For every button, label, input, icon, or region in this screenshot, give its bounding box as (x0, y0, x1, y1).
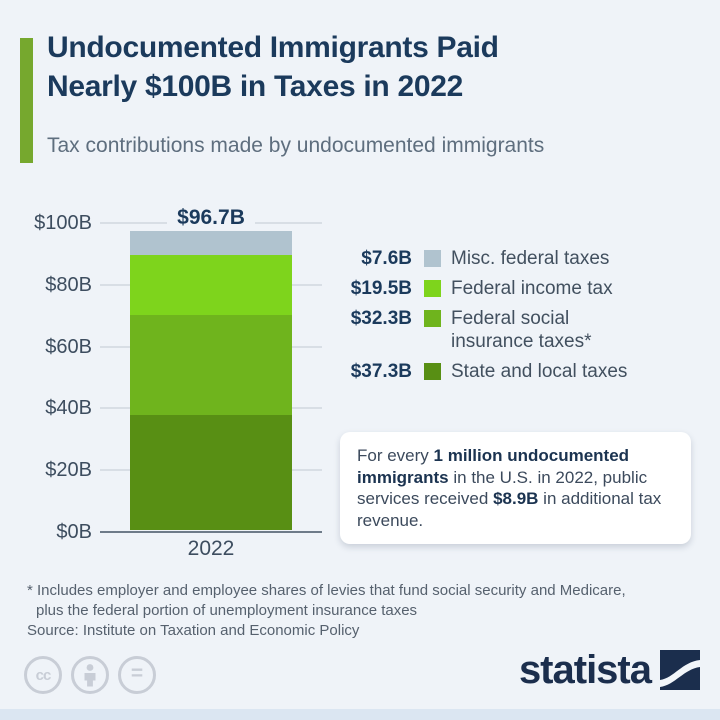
bar-segment-federal-income-tax (130, 254, 292, 315)
callout-box: For every 1 million undocumented immigra… (340, 432, 691, 544)
footnote: * Includes employer and employee shares … (27, 581, 626, 621)
legend-label: Federal social insurance taxes* (451, 308, 592, 352)
legend-value: $19.5B (350, 278, 412, 299)
legend-swatch (424, 250, 441, 267)
stacked-bar-2022 (130, 231, 292, 530)
page-title-line2: Nearly $100B in Taxes in 2022 (47, 70, 464, 103)
legend-label: Federal income tax (451, 278, 613, 299)
bar-segment-state-and-local-taxes (130, 414, 292, 530)
y-tick-label: $100B (34, 212, 92, 234)
statista-logo[interactable]: statista (519, 650, 700, 690)
license-icons: cc = (24, 656, 156, 694)
cc-icon-text: cc (35, 666, 52, 684)
person-glyph (84, 664, 96, 687)
cc-icon[interactable]: cc (24, 656, 62, 694)
legend-row: $32.3B Federal social insurance taxes* (336, 307, 627, 353)
y-tick-label: $60B (45, 335, 92, 358)
legend-value: $7.6B (361, 248, 412, 269)
legend-label: Misc. federal taxes (451, 248, 610, 269)
equals-icon[interactable]: = (118, 656, 156, 694)
page-subtitle: Tax contributions made by undocumented i… (47, 134, 545, 157)
callout-text: For every (357, 446, 434, 465)
footnote-line2: plus the federal portion of unemployment… (36, 602, 418, 619)
page-title-line1: Undocumented Immigrants Paid (47, 31, 499, 64)
legend-row: $19.5B Federal income tax (336, 277, 627, 300)
callout-emphasis: $8.9B (493, 489, 539, 508)
attribution-person-icon[interactable] (71, 656, 109, 694)
y-tick-label: $20B (45, 459, 92, 482)
y-tick-label: $0B (56, 521, 92, 543)
legend-row: $37.3B State and local taxes (336, 360, 628, 383)
legend-value: $37.3B (350, 361, 412, 382)
legend-value: $32.3B (350, 308, 412, 329)
legend-swatch (424, 280, 441, 297)
bar-total-label-wrap: $96.7B (130, 206, 292, 230)
footnote-line1: * Includes employer and employee shares … (27, 582, 626, 599)
title-accent-bar (20, 38, 33, 163)
y-tick-label: $80B (45, 273, 92, 296)
legend-row: $7.6B Misc. federal taxes (336, 247, 627, 270)
y-tick-label: $40B (45, 397, 92, 420)
bar-segment-federal-social-insurance-taxes (130, 314, 292, 415)
source-line: Source: Institute on Taxation and Econom… (27, 622, 360, 639)
bar-segment-misc-federal-taxes (130, 231, 292, 255)
bar-total-label: $96.7B (167, 206, 255, 230)
bar-chart-plot: $96.7B 2022 $0B $20B $40B $60B $80B $100B (34, 206, 322, 560)
statista-logo-text: statista (518, 648, 652, 692)
legend-label: State and local taxes (451, 361, 628, 382)
x-axis-label: 2022 (187, 537, 235, 560)
callout-text: in the U.S. in 2022, public services rec… (357, 467, 648, 509)
equals-icon-text: = (130, 662, 144, 685)
statista-logo-mark (660, 650, 700, 690)
legend-swatch (424, 363, 441, 380)
bottom-strip (0, 709, 720, 720)
chart-legend: $7.6B Misc. federal taxes $19.5B Federal in… (336, 247, 628, 390)
callout-text: in additional tax revenue. (357, 489, 662, 530)
x-axis-baseline (100, 531, 322, 533)
callout-emphasis: 1 million undocumented immigrants (357, 446, 630, 487)
legend-swatch (424, 310, 441, 327)
page-title: Undocumented Immigrants Paid Nearly $100… (47, 28, 697, 106)
